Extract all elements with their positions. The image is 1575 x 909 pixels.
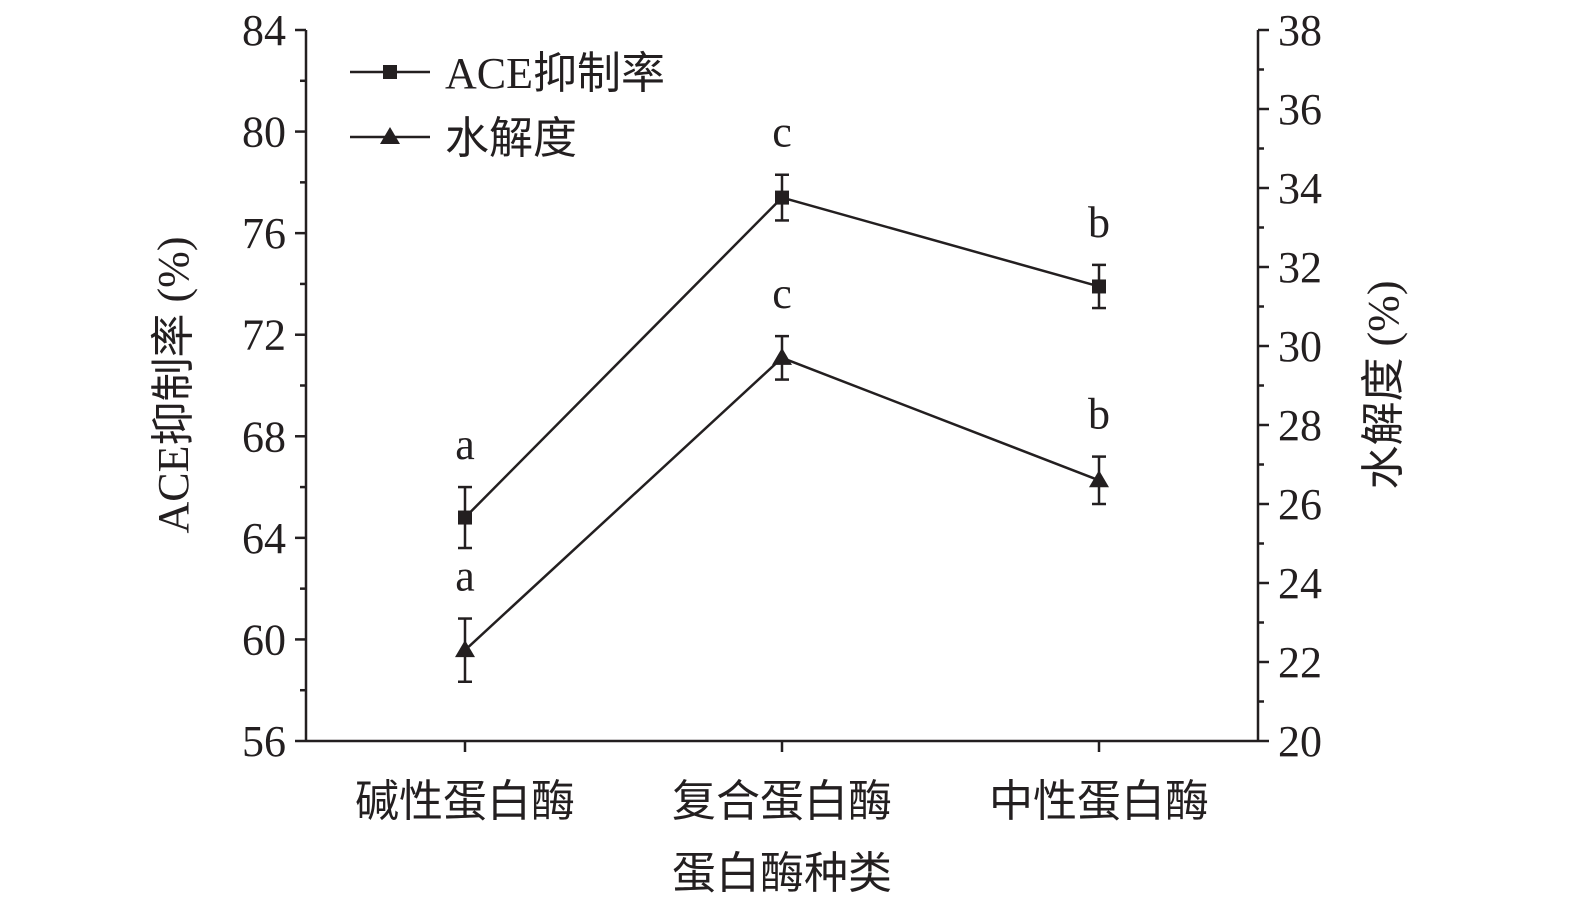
series-line-segment [464,196,783,519]
significance-letter: c [772,108,792,157]
x-tick-label: 中性蛋白酶 [989,777,1209,826]
y2-tick-label: 34 [1278,164,1322,213]
x-tick-label: 碱性蛋白酶 [355,777,575,826]
data-point-triangle [380,127,400,144]
data-point-square [1092,279,1106,294]
data-point-triangle [455,640,475,658]
y2-tick-label: 24 [1278,559,1322,608]
data-point-square [775,190,789,205]
y2-axis-label: 水解度 (%) [1359,281,1408,490]
y2-tick-label: 28 [1278,401,1322,450]
legend-label-ace: ACE抑制率 [445,49,665,98]
data-point-square [458,510,472,525]
y-tick-label: 76 [242,209,286,258]
legend-label-hydrolysis: 水解度 [445,114,577,163]
data-point-triangle [772,347,792,365]
y-tick-label: 56 [242,717,286,766]
y2-tick-label: 38 [1278,6,1322,55]
y-tick-label: 64 [242,514,286,563]
series-line-segment [781,196,1100,288]
y-tick-label: 84 [242,6,286,55]
y-axis-label: ACE抑制率 (%) [149,237,198,534]
y-tick-label: 80 [242,108,286,157]
y2-tick-label: 30 [1278,322,1322,371]
significance-letter: b [1088,198,1110,247]
y2-tick-label: 22 [1278,638,1322,687]
significance-letter: b [1088,390,1110,439]
data-point-triangle [1089,470,1109,488]
x-axis-label: 蛋白酶种类 [672,849,892,898]
significance-letter: c [772,269,792,318]
y-tick-label: 60 [242,615,286,664]
y2-tick-label: 32 [1278,243,1322,292]
series-line-segment [781,356,1100,482]
axes: 56 60 64 68 72 76 80 84 20 22 24 26 28 30 32 34 36 38 碱性蛋白… [242,6,1322,826]
y2-tick-label: 36 [1278,85,1322,134]
marks: a c b a c b [455,108,1110,683]
significance-letter: a [455,552,475,601]
series-ace: a c b [455,108,1110,550]
y2-tick-label: 20 [1278,717,1322,766]
series-hydrolysis: a c b [455,269,1110,683]
y-tick-label: 68 [242,412,286,461]
significance-letter: a [455,420,475,469]
legend: ACE抑制率 水解度 [350,49,665,163]
data-point-square [383,65,397,79]
y2-tick-label: 26 [1278,480,1322,529]
y-tick-label: 72 [242,311,286,360]
series-line-segment [464,356,783,652]
x-tick-label: 复合蛋白酶 [672,777,892,826]
